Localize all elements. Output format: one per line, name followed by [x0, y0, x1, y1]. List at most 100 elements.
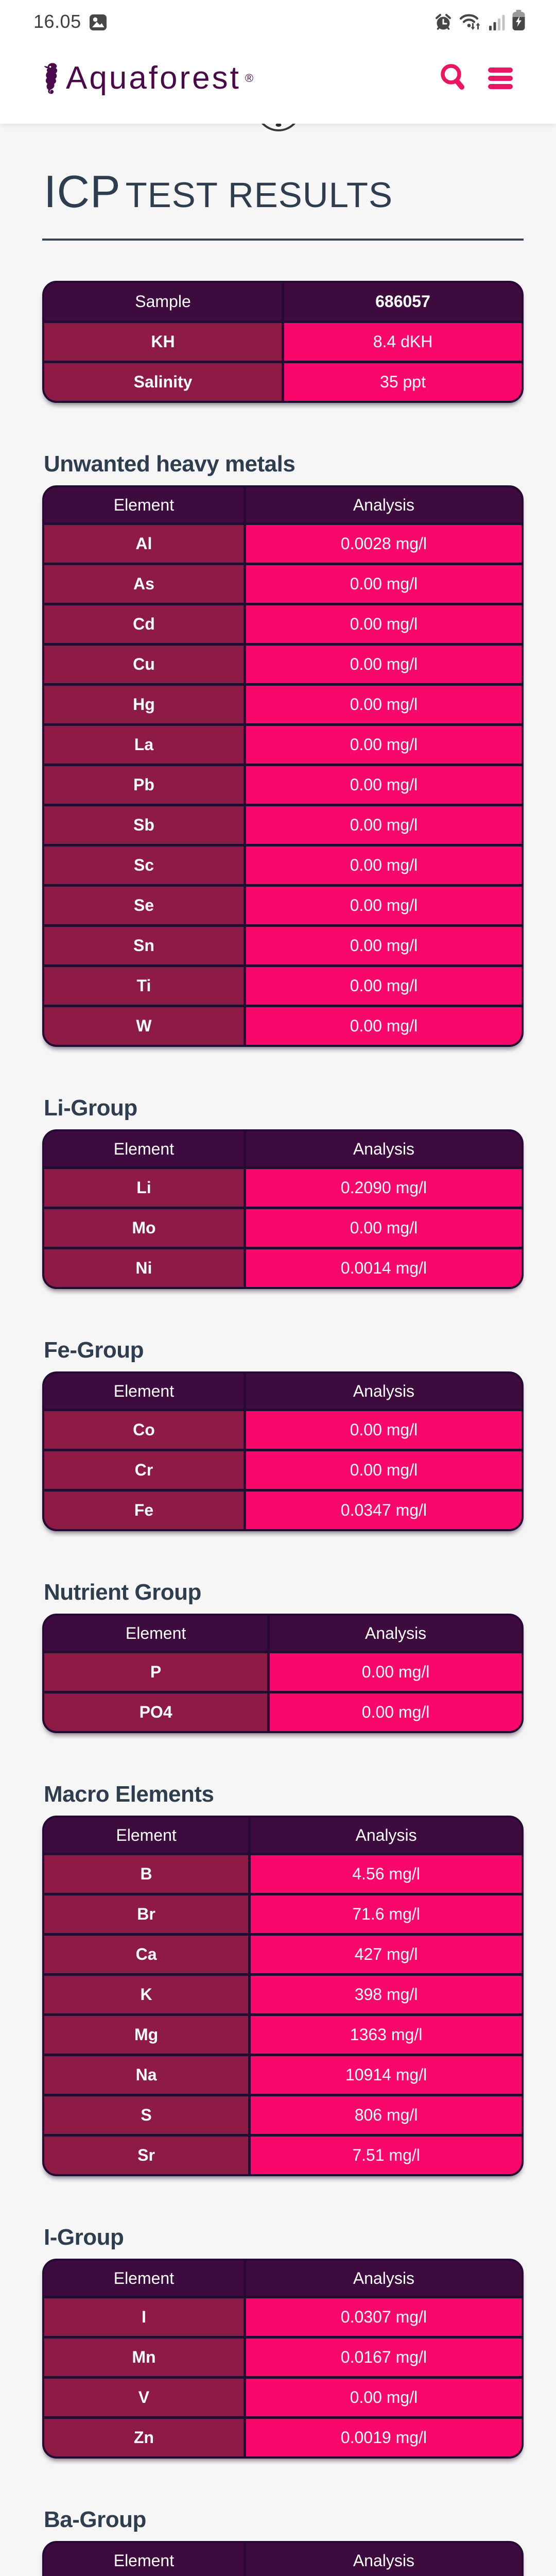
analysis-cell: 0.00 mg/l [246, 565, 522, 603]
table-row: V 0.00 mg/l [44, 2379, 522, 2416]
table-row: Hg 0.00 mg/l [44, 686, 522, 723]
analysis-cell: 0.0167 mg/l [246, 2338, 522, 2376]
table-row: Sn 0.00 mg/l [44, 927, 522, 964]
table-row: Ca 427 mg/l [44, 1936, 522, 1973]
column-header-element: Element [44, 1131, 244, 1166]
analysis-cell: 10914 mg/l [251, 2056, 522, 2094]
table-header-row: Element Analysis [44, 1818, 522, 1853]
brand-logo-link[interactable]: Aquaforest ® [41, 62, 253, 94]
element-cell: Cr [44, 1451, 244, 1489]
hamburger-bar [488, 67, 513, 73]
table-row: Sample 686057 [44, 283, 522, 320]
table-row: Sc 0.00 mg/l [44, 846, 522, 884]
analysis-cell: 0.0014 mg/l [246, 1249, 522, 1287]
analysis-cell: 0.00 mg/l [246, 1209, 522, 1247]
analysis-cell: 0.0028 mg/l [246, 525, 522, 563]
table-row: Co 0.00 mg/l [44, 1411, 522, 1449]
column-header-element: Element [44, 1374, 244, 1409]
results-table: Element Analysis I 0.0307 mg/l Mn 0.0167… [42, 2259, 524, 2459]
table-row: Mg 1363 mg/l [44, 2016, 522, 2054]
element-cell: Co [44, 1411, 244, 1449]
page-title: ICP TEST RESULTS [44, 167, 524, 226]
summary-value: 35 ppt [284, 363, 522, 401]
analysis-cell: 0.00 mg/l [246, 686, 522, 723]
analysis-cell: 0.00 mg/l [246, 2379, 522, 2416]
element-cell: Hg [44, 686, 244, 723]
main-content: ICP TEST RESULTS Sample 686057 KH 8.4 dK… [0, 124, 556, 2576]
table-row: W 0.00 mg/l [44, 1007, 522, 1045]
analysis-cell: 7.51 mg/l [251, 2137, 522, 2174]
icp-section: Macro Elements Element Analysis B 4.56 m… [42, 1782, 524, 2176]
element-cell: Li [44, 1169, 244, 1207]
element-cell: Mo [44, 1209, 244, 1247]
analysis-cell: 0.00 mg/l [246, 766, 522, 804]
section-heading: Fe-Group [44, 1337, 144, 1363]
element-cell: Na [44, 2056, 249, 2094]
status-bar: 16.05 [0, 0, 556, 33]
analysis-cell: 0.00 mg/l [246, 967, 522, 1005]
hamburger-bar [488, 76, 513, 81]
column-header-analysis: Analysis [246, 2543, 522, 2576]
sample-summary-table: Sample 686057 KH 8.4 dKH Salinity 35 ppt [42, 281, 524, 403]
element-cell: Pb [44, 766, 244, 804]
section-heading: Unwanted heavy metals [44, 451, 296, 477]
column-header-element: Element [44, 1818, 249, 1853]
analysis-cell: 0.00 mg/l [246, 646, 522, 683]
analysis-cell: 0.00 mg/l [246, 726, 522, 764]
table-row: Mo 0.00 mg/l [44, 1209, 522, 1247]
element-cell: Ni [44, 1249, 244, 1287]
element-cell: V [44, 2379, 244, 2416]
element-cell: Ti [44, 967, 244, 1005]
hamburger-bar [488, 84, 513, 89]
table-row: Cd 0.00 mg/l [44, 605, 522, 643]
column-header-analysis: Analysis [270, 1616, 522, 1651]
element-cell: W [44, 1007, 244, 1045]
analysis-cell: 0.0307 mg/l [246, 2298, 522, 2336]
results-table: Element Analysis Al 0.0028 mg/l As 0.00 … [42, 485, 524, 1047]
element-cell: Fe [44, 1492, 244, 1529]
table-header-row: Element Analysis [44, 2543, 522, 2576]
analysis-cell: 4.56 mg/l [251, 1855, 522, 1893]
brand-wordmark: Aquaforest [66, 60, 241, 96]
battery-charging-icon [512, 10, 525, 30]
analysis-cell: 71.6 mg/l [251, 1895, 522, 1933]
table-row: Na 10914 mg/l [44, 2056, 522, 2094]
element-cell: S [44, 2096, 249, 2134]
table-row: Fe 0.0347 mg/l [44, 1492, 522, 1529]
analysis-cell: 0.00 mg/l [246, 605, 522, 643]
element-sections: Unwanted heavy metals Element Analysis A… [42, 451, 524, 2576]
table-row: Sr 7.51 mg/l [44, 2137, 522, 2174]
analysis-cell: 1363 mg/l [251, 2016, 522, 2054]
results-table: Element Analysis P 0.00 mg/l PO4 0.00 mg… [42, 1614, 524, 1733]
element-cell: As [44, 565, 244, 603]
search-button[interactable] [440, 64, 466, 93]
icp-section: Li-Group Element Analysis Li 0.2090 mg/l… [42, 1095, 524, 1289]
page-title-primary: ICP [44, 166, 121, 217]
analysis-cell: 0.00 mg/l [246, 806, 522, 844]
table-row: Pb 0.00 mg/l [44, 766, 522, 804]
analysis-cell: 0.00 mg/l [246, 927, 522, 964]
table-row: Li 0.2090 mg/l [44, 1169, 522, 1207]
summary-label: Salinity [44, 363, 282, 401]
element-cell: Sr [44, 2137, 249, 2174]
registered-mark: ® [245, 72, 254, 84]
analysis-cell: 398 mg/l [251, 1976, 522, 2013]
element-cell: P [44, 1653, 268, 1691]
status-right [435, 10, 525, 30]
table-row: Ti 0.00 mg/l [44, 967, 522, 1005]
table-row: Sb 0.00 mg/l [44, 806, 522, 844]
seahorse-icon [41, 62, 62, 94]
column-header-element: Element [44, 487, 244, 522]
table-row: Salinity 35 ppt [44, 363, 522, 401]
table-row: Ni 0.0014 mg/l [44, 1249, 522, 1287]
element-cell: K [44, 1976, 249, 2013]
hamburger-menu-button[interactable] [488, 67, 513, 89]
table-row: La 0.00 mg/l [44, 726, 522, 764]
table-header-row: Element Analysis [44, 1374, 522, 1409]
analysis-cell: 0.00 mg/l [246, 1451, 522, 1489]
icp-section: Fe-Group Element Analysis Co 0.00 mg/l C… [42, 1337, 524, 1531]
analysis-cell: 0.00 mg/l [246, 1007, 522, 1045]
alarm-icon [435, 14, 452, 30]
table-row: Zn 0.0019 mg/l [44, 2419, 522, 2456]
search-icon [440, 64, 466, 93]
